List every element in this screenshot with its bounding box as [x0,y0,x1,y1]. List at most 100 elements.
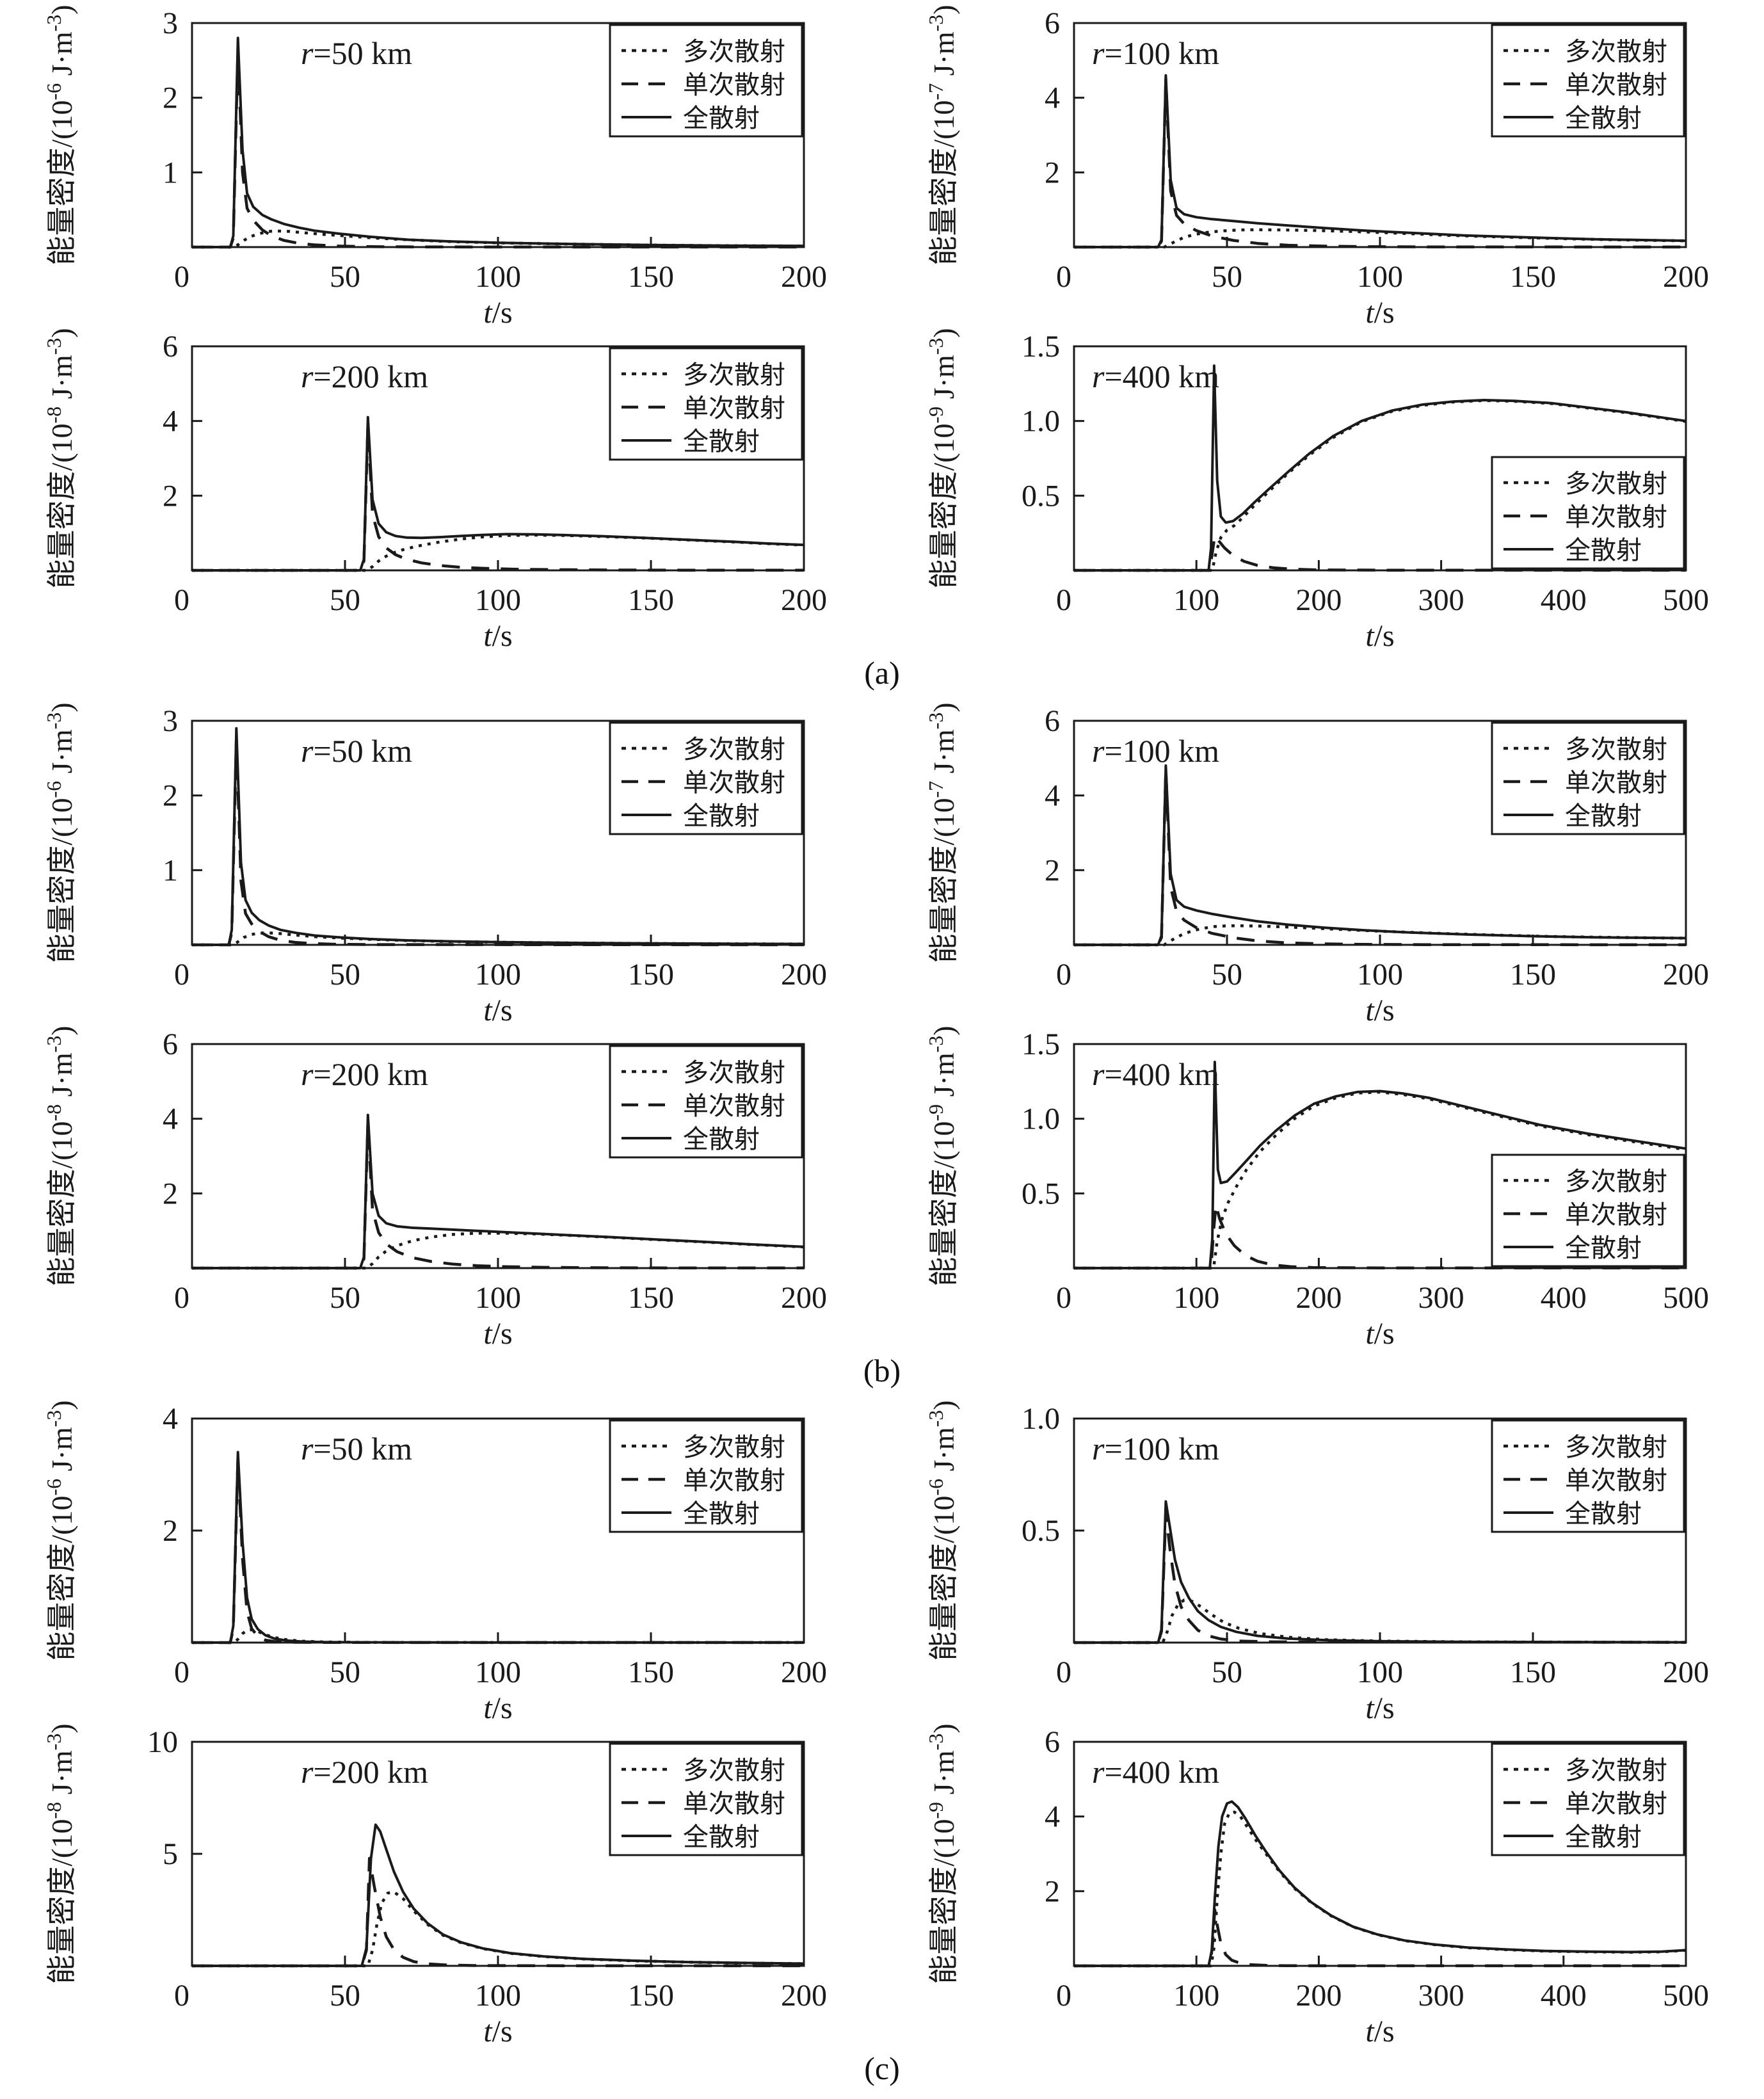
x-tick-label: 150 [628,260,674,294]
x-tick-label: 100 [1357,1655,1403,1689]
y-tick-label: 6 [163,330,178,364]
chart-panel-c-100km: 0.5 1.0 50 100 150 200 0 能量密度/(10-6 J·m-3) t/s r=… [882,1399,1764,1723]
y-tick-label: 4 [1045,81,1060,115]
legend-label: 多次散射 [683,360,785,389]
section-label-a: (a) [864,655,900,691]
y-tick-label: 6 [163,1027,178,1061]
y-tick-label: 2 [1045,853,1060,887]
y-tick-label: 4 [1045,1800,1060,1834]
x-tick-label: 100 [1357,958,1403,992]
legend-label: 单次散射 [1565,503,1667,531]
origin-label: 0 [1056,958,1071,992]
x-tick-label: 400 [1541,1281,1587,1315]
section-label-b: (b) [863,1353,901,1388]
x-axis-label: t/s [483,2015,512,2046]
legend-label: 多次散射 [1565,735,1667,764]
figure-section-a: 1 2 3 50 100 150 200 0 能量密度/(10-6 J·m-3) t/s r=50 … [0,4,1764,702]
series-single-scatter [1074,535,1686,572]
legend-label: 多次散射 [683,1058,785,1087]
legend-label: 全散射 [1565,1234,1642,1262]
x-tick-label: 150 [628,958,674,992]
origin-label: 0 [1056,1979,1071,2013]
series-single-scatter [1074,77,1687,249]
panel-title: r=100 km [1092,733,1219,769]
y-tick-label: 2 [163,1177,178,1210]
legend-label: 单次散射 [683,1091,785,1120]
x-axis-label: t/s [1365,993,1394,1025]
x-tick-label: 300 [1418,1979,1464,2013]
origin-label: 0 [174,958,189,992]
x-tick-label: 200 [781,1979,827,2013]
x-tick-label: 100 [475,1979,521,2013]
x-tick-label: 100 [475,260,521,294]
legend-label: 全散射 [683,801,760,830]
x-tick-label: 400 [1541,583,1587,617]
x-axis-label: t/s [483,1691,512,1723]
legend-label: 多次散射 [1565,469,1667,498]
chart-svg: 2 4 6 50 100 150 200 0 能量密度/(10-7 J·m-3) t/s r=100… [924,702,1709,1025]
legend-label: 全散射 [683,1125,760,1154]
x-tick-label: 150 [628,1281,674,1315]
y-axis-label: 能量密度/(10-9 J·m-3) [924,1025,960,1286]
legend-label: 全散射 [1565,1822,1642,1851]
chart-svg: 0.5 1.0 1.5 100 200 300 400 500 0 能量密度/(10-9 J·m-… [924,1025,1709,1348]
chart-panel-b-50km: 1 2 3 50 100 150 200 0 能量密度/(10-6 J·m-3) t/s r=50 … [0,702,882,1025]
x-tick-label: 200 [781,583,827,617]
x-axis-label: t/s [483,1317,512,1348]
plot-border [1073,345,1687,572]
y-axis-label: 能量密度/(10-7 J·m-3) [924,4,960,265]
panel-title: r=200 km [301,358,428,394]
panel-title: r=50 km [301,35,412,71]
y-tick-label: 6 [1045,6,1060,40]
origin-label: 0 [174,1979,189,2013]
chart-svg: 2 4 6 50 100 150 200 0 能量密度/(10-8 J·m-3) t/s r=200… [42,328,827,650]
x-tick-label: 50 [330,260,360,294]
legend-label: 多次散射 [683,37,785,66]
origin-label: 0 [1056,1281,1071,1315]
series-single-scatter [1074,1203,1686,1270]
series-total [1074,1061,1687,1269]
series-single-scatter [192,47,805,249]
series-multiple-scatter [192,229,805,249]
y-axis-label: 能量密度/(10-9 J·m-3) [924,328,960,588]
series-total [1074,764,1687,946]
series-single-scatter [1074,1908,1686,1968]
legend-label: 多次散射 [683,735,785,764]
x-tick-label: 50 [330,583,360,617]
y-tick-label: 10 [147,1725,178,1759]
y-axis-label: 能量密度/(10-6 J·m-3) [924,1400,960,1661]
chart-panel-b-100km: 2 4 6 50 100 150 200 0 能量密度/(10-7 J·m-3) t/s r=100… [882,702,1764,1025]
y-axis-label: 能量密度/(10-8 J·m-3) [42,328,78,588]
y-tick-label: 6 [1045,1725,1060,1759]
x-tick-label: 100 [1357,260,1403,294]
x-tick-label: 50 [1212,1655,1242,1689]
x-tick-label: 200 [1295,1281,1342,1315]
x-axis-label: t/s [483,619,512,650]
series-single-scatter [192,737,805,947]
x-tick-label: 50 [330,1979,360,2013]
figure-section-c: 2 4 50 100 150 200 0 能量密度/(10-6 J·m-3) t/s r=50 k… [0,1399,1764,2097]
origin-label: 0 [174,260,189,294]
x-tick-label: 200 [781,958,827,992]
legend-label: 全散射 [1565,1499,1642,1528]
y-tick-label: 2 [163,81,178,115]
legend-label: 全散射 [683,104,760,133]
x-tick-label: 100 [1173,1979,1219,2013]
legend-label: 单次散射 [1565,1200,1667,1229]
chart-svg: 2 4 6 50 100 150 200 0 能量密度/(10-7 J·m-3) t/s r=100… [924,4,1709,327]
chart-panel-a-400km: 0.5 1.0 1.5 100 200 300 400 500 0 能量密度/(10-9 J·m-… [882,327,1764,650]
y-tick-label: 3 [163,704,178,738]
series-single-scatter [192,423,805,572]
panel-title: r=50 km [301,733,412,769]
y-tick-label: 1 [163,853,178,887]
panel-grid-a: 1 2 3 50 100 150 200 0 能量密度/(10-6 J·m-3) t/s r=50 … [0,4,1764,650]
x-tick-label: 150 [1510,1655,1556,1689]
series-total [1074,1800,1687,1967]
y-tick-label: 0.5 [1022,1514,1060,1548]
origin-label: 0 [174,1655,189,1689]
